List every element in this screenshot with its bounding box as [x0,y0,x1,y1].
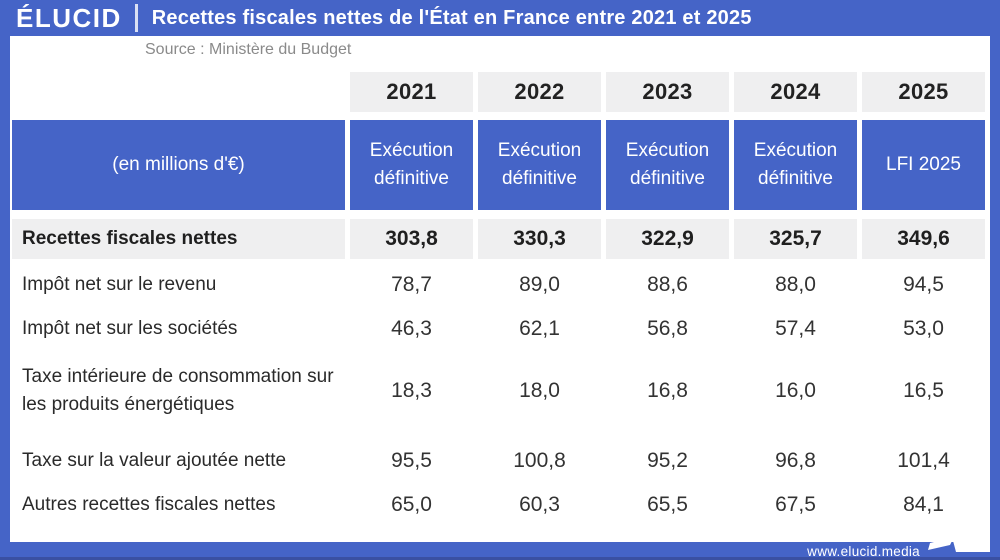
subheader-row: (en millions d'€) Exécution définitive E… [12,120,985,210]
data-table: 2021 2022 2023 2024 2025 (en millions d'… [12,72,985,529]
value-cell: 16,5 [903,379,944,402]
value-cell: 303,8 [350,219,473,259]
row-label: Impôt net sur le revenu [22,274,217,296]
value-cell: 16,8 [647,379,688,402]
logo-title-divider [134,4,138,32]
value-cell: 57,4 [775,317,816,340]
value-cell: 101,4 [897,449,950,472]
frame-right-border [990,36,1000,542]
value-cell: 349,6 [862,219,985,259]
elucid-flag-icon [928,521,990,552]
frame-left-border [0,36,10,542]
value-cell: 18,3 [391,379,432,402]
year-header-2025: 2025 [862,72,985,112]
value-cell: 53,0 [903,317,944,340]
elucid-logo: ÉLUCID [16,3,122,33]
row-label: Recettes fiscales nettes [12,219,345,259]
value-cell: 322,9 [606,219,729,259]
value-cell: 88,0 [775,273,816,296]
table-row-total: Recettes fiscales nettes 303,8 330,3 322… [12,219,985,259]
value-cell: 65,5 [647,493,688,516]
corner-spacer [12,72,345,112]
value-cell: 18,0 [519,379,560,402]
subheader-2024: Exécution définitive [734,120,857,210]
value-cell: 88,6 [647,273,688,296]
bottom-bar [0,542,1000,560]
value-cell: 56,8 [647,317,688,340]
value-cell: 16,0 [775,379,816,402]
unit-label: (en millions d'€) [12,120,345,210]
value-cell: 84,1 [903,493,944,516]
row-label: Impôt net sur les sociétés [22,318,238,340]
value-cell: 330,3 [478,219,601,259]
top-bar: ÉLUCID Recettes fiscales nettes de l'Éta… [0,0,1000,36]
value-cell: 325,7 [734,219,857,259]
value-cell: 65,0 [391,493,432,516]
year-header-row: 2021 2022 2023 2024 2025 [12,72,985,112]
value-cell: 95,2 [647,449,688,472]
source-caption: Source : Ministère du Budget [145,41,352,58]
table-row-tva: Taxe sur la valeur ajoutée nette 95,5 10… [12,441,985,481]
value-cell: 46,3 [391,317,432,340]
value-cell: 95,5 [391,449,432,472]
value-cell: 94,5 [903,273,944,296]
year-header-2022: 2022 [478,72,601,112]
table-row-ticpe: Taxe intérieure de consommation sur les … [12,353,985,429]
value-cell: 78,7 [391,273,432,296]
year-header-2023: 2023 [606,72,729,112]
table-row-impot-revenu: Impôt net sur le revenu 78,7 89,0 88,6 8… [12,265,985,305]
row-label: Autres recettes fiscales nettes [22,494,276,516]
value-cell: 89,0 [519,273,560,296]
subheader-2023: Exécution définitive [606,120,729,210]
value-cell: 67,5 [775,493,816,516]
subheader-2021: Exécution définitive [350,120,473,210]
year-header-2024: 2024 [734,72,857,112]
year-header-2021: 2021 [350,72,473,112]
value-cell: 62,1 [519,317,560,340]
table-row-autres: Autres recettes fiscales nettes 65,0 60,… [12,485,985,525]
subheader-2022: Exécution définitive [478,120,601,210]
value-cell: 60,3 [519,493,560,516]
value-cell: 100,8 [513,449,566,472]
website-url: www.elucid.media [807,544,920,559]
page-title: Recettes fiscales nettes de l'État en Fr… [151,6,752,29]
row-label: Taxe intérieure de consommation sur les … [22,366,334,415]
table-row-impot-societes: Impôt net sur les sociétés 46,3 62,1 56,… [12,309,985,349]
row-label: Taxe sur la valeur ajoutée nette [22,450,287,472]
subheader-2025: LFI 2025 [862,120,985,210]
value-cell: 96,8 [775,449,816,472]
